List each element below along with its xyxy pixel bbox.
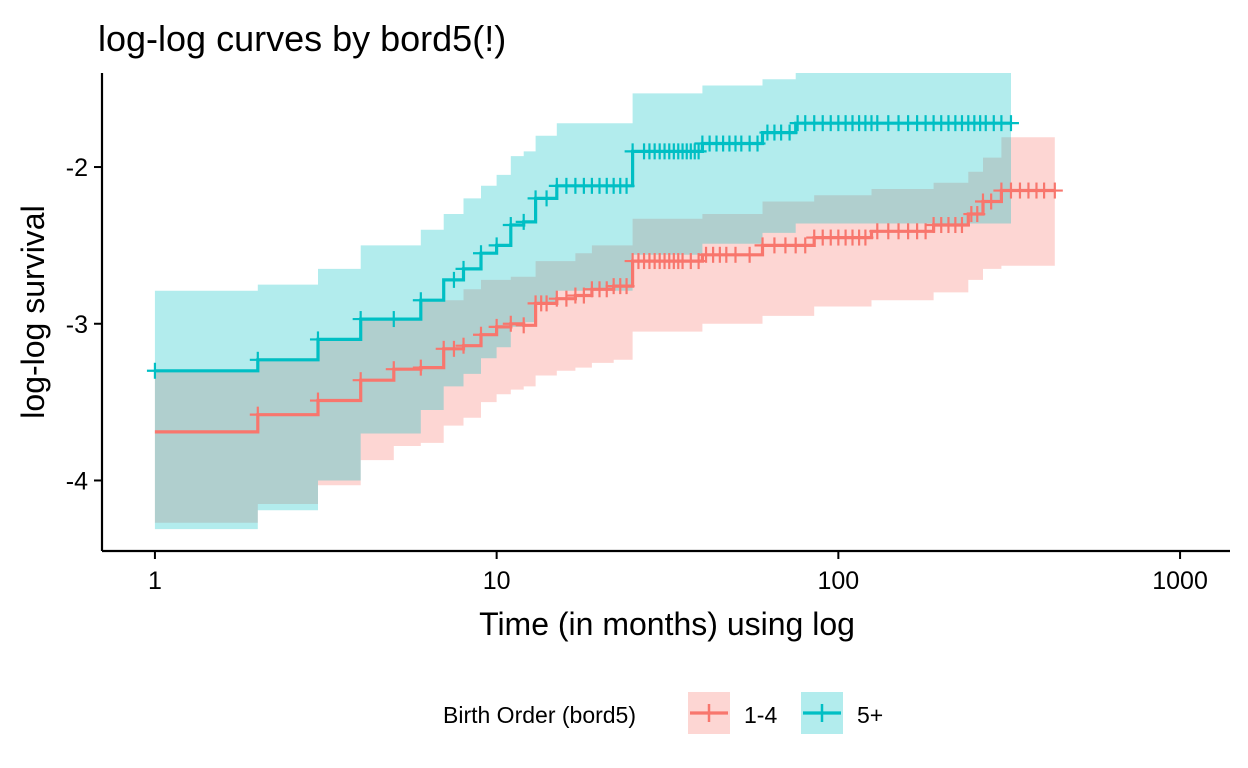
y-axis-label: log-log survival <box>15 205 51 418</box>
series-2-censor-mark <box>309 331 326 348</box>
series-1-censor-mark <box>352 372 369 389</box>
series-2-ribbon <box>154 73 1011 530</box>
series-2-censor-mark <box>690 143 707 160</box>
series-2-censor-mark <box>385 311 402 328</box>
confidence-ribbons <box>154 73 1055 530</box>
legend-label: 5+ <box>857 702 883 728</box>
x-tick-label: 1000 <box>1152 567 1208 595</box>
series-2-censor-mark <box>352 311 369 328</box>
series-2-censor-mark <box>781 124 798 141</box>
series-2-censor-mark <box>502 217 519 234</box>
legend-title: Birth Order (bord5) <box>443 702 636 728</box>
y-tick-label: -3 <box>66 311 88 339</box>
series-1-censor-mark <box>412 359 429 376</box>
plot-area <box>146 73 1063 530</box>
series-2-censor-mark <box>455 260 472 277</box>
x-axis-ticks: 1 10 100 1000 <box>148 551 1208 595</box>
series-2-censor-mark <box>538 190 555 207</box>
series-2-censor-mark <box>1002 115 1019 132</box>
series-1-censor-mark <box>309 392 326 409</box>
series-1-censor-mark <box>917 223 934 240</box>
series-1-censor-mark <box>445 340 462 357</box>
series-2-censor-mark <box>412 292 429 309</box>
series-2-censor-mark <box>618 177 635 194</box>
series-2-censor-mark <box>473 245 490 262</box>
x-tick-label: 100 <box>817 567 859 595</box>
y-tick-label: -4 <box>66 467 88 495</box>
series-1-censor-mark <box>727 246 744 263</box>
series-2-censor-mark <box>488 237 505 254</box>
series-1-censor-mark <box>488 318 505 335</box>
series-2-censor-mark <box>515 213 532 230</box>
legend-item-1: 1-4 <box>688 692 777 734</box>
series-1-censor-mark <box>618 278 635 295</box>
series-2-censor-mark <box>445 271 462 288</box>
legend-items: 1-4 5+ <box>688 692 883 734</box>
series-1-censor-mark <box>385 361 402 378</box>
series-1-censor-mark <box>515 317 532 334</box>
series-2-censor-mark <box>749 135 766 152</box>
legend: Birth Order (bord5) 1-4 5+ <box>443 692 883 734</box>
censor-marks <box>146 115 1063 423</box>
x-tick-label: 1 <box>148 567 162 595</box>
series-1-censor-mark <box>455 337 472 354</box>
series-1-censor-mark <box>797 237 814 254</box>
series-1-censor-mark <box>741 246 758 263</box>
legend-label: 1-4 <box>744 702 777 728</box>
x-axis-label: Time (in months) using log <box>479 606 855 642</box>
series-1-censor-mark <box>857 229 874 246</box>
series-1-censor-mark <box>538 295 555 312</box>
series-2-censor-mark <box>249 351 266 368</box>
series-1-censor-mark <box>558 290 575 307</box>
series-1-censor-mark <box>953 217 970 234</box>
series-1-censor-mark <box>1046 182 1063 199</box>
series-1-censor-mark <box>969 206 986 223</box>
series-1-censor-mark <box>598 281 615 298</box>
series-1-censor-mark <box>575 287 592 304</box>
chart-title: log-log curves by bord5(!) <box>98 18 506 59</box>
series-1-censor-mark <box>473 326 490 343</box>
legend-item-2: 5+ <box>801 692 883 734</box>
series-2-censor-mark <box>146 362 163 379</box>
y-tick-label: -2 <box>66 154 88 182</box>
series-1-censor-mark <box>249 406 266 423</box>
series-1-censor-mark <box>502 315 519 332</box>
y-axis-ticks: -4 -3 -2 <box>66 154 102 495</box>
series-1-censor-mark <box>983 193 1000 210</box>
x-tick-label: 10 <box>483 567 511 595</box>
